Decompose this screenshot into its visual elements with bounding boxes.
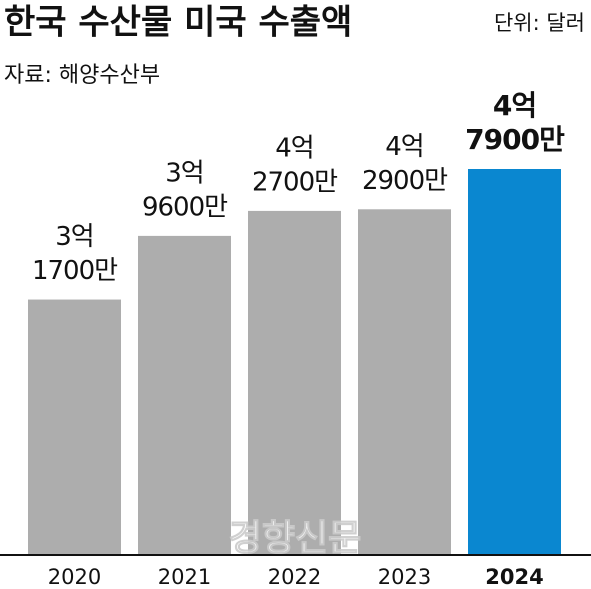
value-label: 4억 [275,133,313,163]
value-label: 3억 [55,222,93,252]
value-label: 4억 [385,132,423,162]
value-label: 1700만 [32,256,117,286]
value-label: 4억 [493,89,536,122]
unit-label: 단위: 달러 [494,11,585,35]
chart-title: 한국 수산물 미국 수출액 [4,3,352,43]
value-label: 7900만 [465,123,565,156]
bar [28,299,121,555]
value-label: 3억 [165,158,203,188]
value-label: 2900만 [362,166,447,196]
x-tick-label: 2023 [378,565,431,589]
value-label: 9600만 [142,192,227,222]
bar [468,169,561,555]
watermark: 경향신문 [229,518,361,559]
bar [358,209,451,555]
x-tick-label: 2022 [268,565,321,589]
bar [138,235,231,555]
source-label: 자료: 해양수산부 [4,63,160,88]
x-tick-label: 2024 [485,565,543,589]
x-tick-label: 2020 [48,565,101,589]
value-label: 2700만 [252,167,337,197]
x-tick-label: 2021 [158,565,211,589]
bar [248,210,341,555]
